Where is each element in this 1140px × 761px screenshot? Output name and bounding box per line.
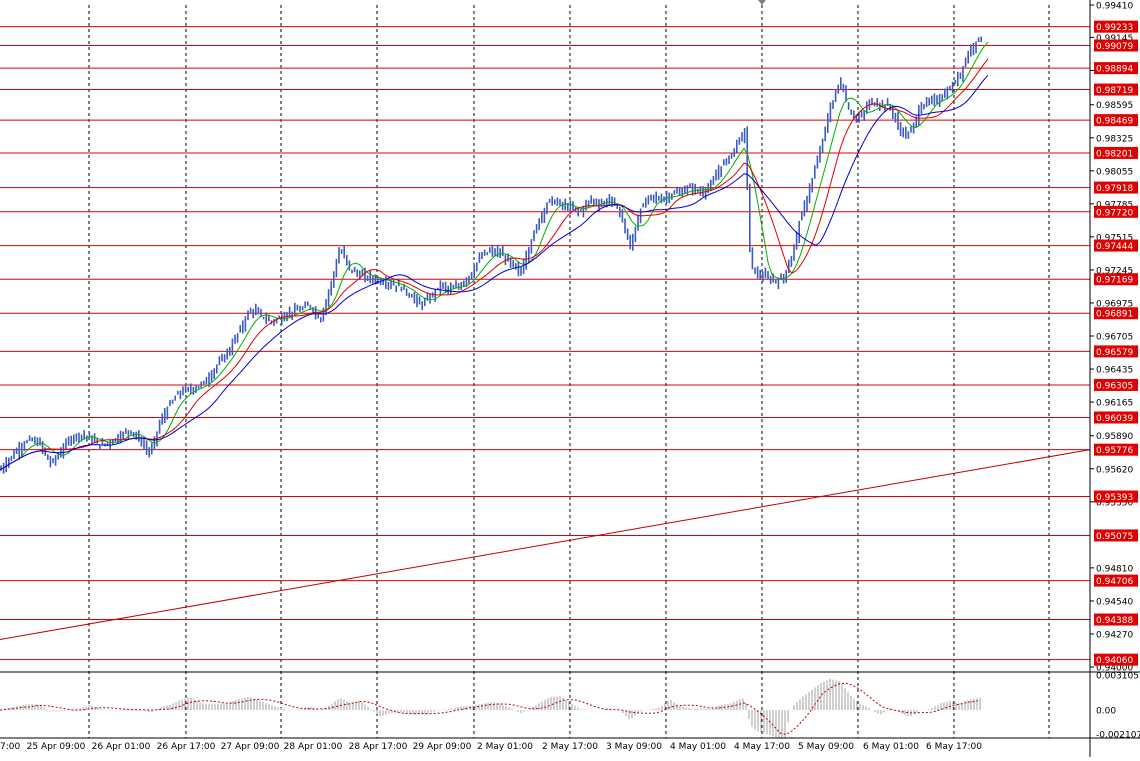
- price-tick-label: 0.97515: [1096, 233, 1133, 243]
- price-tick-label: 0.94540: [1096, 597, 1133, 607]
- level-label: 0.96891: [1096, 310, 1133, 320]
- level-label-bg: [1094, 62, 1138, 75]
- level-label-bg: [1094, 613, 1138, 626]
- level-label: 0.95776: [1096, 446, 1133, 456]
- price-tick-label: 0.98055: [1096, 167, 1133, 177]
- time-tick-label: 3 May 09:00: [606, 742, 662, 752]
- level-label: 0.94706: [1096, 577, 1133, 587]
- price-tick-label: 0.96435: [1096, 366, 1133, 376]
- level-label-bg: [1094, 574, 1138, 587]
- time-tick-label: 6 May 01:00: [863, 742, 919, 752]
- level-label: 0.96305: [1096, 381, 1133, 391]
- time-tick-label: 25 Apr 09:00: [27, 742, 86, 752]
- level-label: 0.96039: [1096, 414, 1133, 424]
- signal-line: [0, 682, 979, 736]
- level-label: 0.98894: [1096, 65, 1133, 75]
- level-label: 0.99233: [1096, 23, 1133, 33]
- price-tick-label: 0.94270: [1096, 630, 1133, 640]
- level-label-bg: [1094, 114, 1138, 127]
- level-label-bg: [1094, 653, 1138, 666]
- ma-slow-line: [0, 74, 989, 471]
- level-label-bg: [1094, 146, 1138, 159]
- time-tick-label: 4 May 01:00: [670, 742, 726, 752]
- price-tick-label: 0.97785: [1096, 200, 1133, 210]
- horizontal-levels[interactable]: [0, 26, 1090, 661]
- level-label: 0.98201: [1096, 149, 1133, 159]
- time-tick-label: 26 Apr 01:00: [92, 742, 151, 752]
- level-label: 0.97169: [1096, 276, 1133, 286]
- level-label-bg: [1094, 181, 1138, 194]
- price-tick-label: 0.95620: [1096, 465, 1133, 475]
- level-label-bg: [1094, 239, 1138, 252]
- level-label-bg: [1094, 345, 1138, 358]
- level-label: 0.96579: [1096, 348, 1133, 358]
- price-tick-label: 0.96705: [1096, 333, 1133, 343]
- level-label-bg: [1094, 529, 1138, 542]
- time-tick-label: 2 May 01:00: [477, 742, 533, 752]
- trendline: [0, 449, 1091, 640]
- oscillator-tick-label: 0.00: [1096, 707, 1116, 717]
- level-label: 0.97444: [1096, 242, 1133, 252]
- price-tick-label: 0.94000: [1096, 664, 1133, 674]
- level-label: 0.97720: [1096, 208, 1133, 218]
- price-tick-label: 0.99145: [1096, 34, 1133, 44]
- time-tick-label: 28 Apr 01:00: [284, 742, 343, 752]
- time-tick-label: 26 Apr 17:00: [157, 742, 216, 752]
- oscillator-panel: [0, 678, 981, 740]
- trendline-layer[interactable]: [0, 449, 1091, 640]
- scroll-marker: [758, 0, 766, 5]
- price-tick-label: 0.99410: [1096, 2, 1133, 12]
- level-label: 0.94388: [1096, 616, 1133, 626]
- ma-mid-line: [0, 58, 989, 471]
- time-tick-label: 28 Apr 17:00: [349, 742, 408, 752]
- oscillator-tick-label: 0.003105: [1096, 672, 1139, 682]
- time-tick-label: 5 May 09:00: [798, 742, 854, 752]
- moving-averages: [0, 41, 989, 471]
- grid: [88, 5, 1050, 738]
- level-label: 0.99079: [1096, 42, 1133, 52]
- time-tick-label: 7:00: [0, 742, 20, 752]
- time-tick-label: 4 May 17:00: [734, 742, 790, 752]
- level-label: 0.98469: [1096, 117, 1133, 127]
- level-labels: 0.99233 0.99079 0.98894 0.98719 0.98469 0.982…: [1094, 20, 1138, 666]
- price-tick-label: 0.94810: [1096, 564, 1133, 574]
- level-label: 0.98719: [1096, 86, 1133, 96]
- level-label: 0.94060: [1096, 656, 1133, 666]
- level-label-bg: [1094, 83, 1138, 96]
- level-label-bg: [1094, 378, 1138, 391]
- level-label-bg: [1094, 443, 1138, 456]
- time-tick-label: 6 May 17:00: [926, 742, 982, 752]
- level-label: 0.95393: [1096, 493, 1133, 503]
- price-tick-label: 0.95350: [1096, 498, 1133, 508]
- level-label-bg: [1094, 411, 1138, 424]
- price-tick-label: 0.95890: [1096, 432, 1133, 442]
- price-tick-label: 0.97245: [1096, 266, 1133, 276]
- level-label: 0.95075: [1096, 532, 1133, 542]
- level-label-bg: [1094, 490, 1138, 503]
- time-tick-label: 2 May 17:00: [542, 742, 598, 752]
- level-label-bg: [1094, 20, 1138, 33]
- level-label-bg: [1094, 273, 1138, 286]
- price-tick-label: 0.96975: [1096, 299, 1133, 309]
- level-label: 0.97918: [1096, 184, 1133, 194]
- price-tick-label: 0.96165: [1096, 399, 1133, 409]
- level-label-bg: [1094, 307, 1138, 320]
- oscillator-tick-label: -0.002107: [1096, 731, 1140, 741]
- level-label-bg: [1094, 39, 1138, 52]
- level-label-bg: [1094, 205, 1138, 218]
- time-tick-label: 27 Apr 09:00: [221, 742, 280, 752]
- price-tick-label: 0.98325: [1096, 134, 1133, 144]
- price-tick-label: 0.98595: [1096, 101, 1133, 111]
- time-tick-label: 29 Apr 09:00: [413, 742, 472, 752]
